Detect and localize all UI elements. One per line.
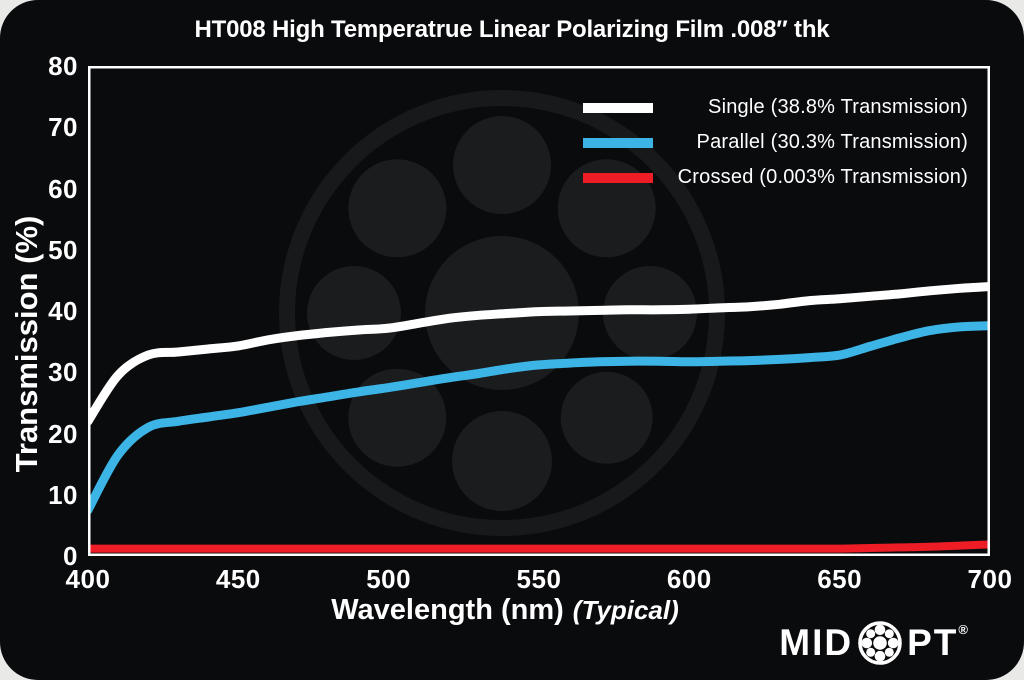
legend-row-crossed: Crossed (0.003% Transmission) — [583, 160, 968, 195]
y-tick-80: 80 — [48, 51, 78, 81]
legend-swatch — [583, 172, 653, 183]
aperture-icon — [858, 621, 902, 665]
legend: Single (38.8% Transmission) Parallel (30.… — [583, 90, 968, 195]
legend-swatch — [583, 102, 653, 113]
x-axis-title-main: Wavelength (nm) — [331, 594, 564, 626]
x-tick-700: 700 — [967, 564, 1013, 594]
x-tick-450: 450 — [215, 564, 261, 594]
legend-row-single: Single (38.8% Transmission) — [583, 90, 968, 125]
y-tick-0: 0 — [63, 541, 78, 571]
registered-mark: ® — [958, 622, 968, 637]
x-tick-650: 650 — [817, 564, 863, 594]
x-axis-title: Wavelength (nm) (Typical) — [331, 594, 679, 627]
legend-swatch — [583, 137, 653, 148]
x-tick-550: 550 — [516, 564, 562, 594]
chart-title: HT008 High Temperatrue Linear Polarizing… — [194, 16, 830, 43]
logo-text-mid: MID — [779, 622, 854, 663]
legend-label: Single (38.8% Transmission) — [708, 96, 968, 118]
y-tick-50: 50 — [48, 234, 78, 265]
legend-label: Parallel (30.3% Transmission) — [696, 131, 968, 153]
y-tick-10: 10 — [48, 479, 78, 510]
x-tick-400: 400 — [65, 564, 111, 594]
curve-crossed — [90, 540, 988, 553]
x-tick-600: 600 — [666, 564, 712, 594]
plot-frame — [88, 66, 990, 556]
midopt-logo: MID PT ® — [779, 620, 968, 666]
y-tick-30: 30 — [48, 357, 78, 388]
curve-parallel — [90, 321, 988, 515]
data-curves — [90, 282, 988, 553]
y-axis-title: Transmission (%) — [9, 215, 44, 473]
plot-area — [88, 66, 990, 556]
curve-single — [90, 282, 988, 426]
x-axis-title-suffix: (Typical) — [572, 595, 679, 625]
y-tick-40: 40 — [48, 296, 78, 326]
x-tick-500: 500 — [366, 564, 412, 594]
y-tick-60: 60 — [48, 173, 78, 204]
y-tick-20: 20 — [48, 418, 78, 449]
midopt-watermark-icon — [279, 90, 725, 536]
legend-label: Crossed (0.003% Transmission) — [677, 166, 968, 188]
y-tick-70: 70 — [48, 112, 78, 143]
logo-text-pt: PT — [907, 622, 959, 663]
legend-row-parallel: Parallel (30.3% Transmission) — [583, 125, 968, 160]
